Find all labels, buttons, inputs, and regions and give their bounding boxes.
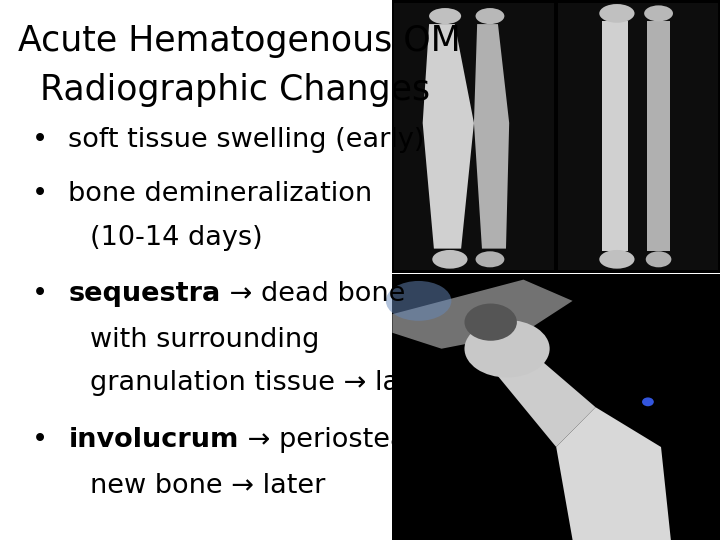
Ellipse shape [475,8,505,24]
Ellipse shape [644,5,673,22]
Ellipse shape [599,250,634,269]
Polygon shape [474,24,509,248]
Polygon shape [603,22,628,251]
Bar [557,3,718,270]
Bar [392,0,720,273]
Circle shape [642,397,654,406]
Text: → periosteal: → periosteal [239,427,414,453]
Ellipse shape [464,303,517,341]
Text: involucrum: involucrum [68,427,239,453]
Ellipse shape [475,251,505,267]
Ellipse shape [429,8,461,24]
Ellipse shape [464,320,549,377]
Polygon shape [423,24,474,248]
Text: •: • [32,281,48,307]
Text: with surrounding: with surrounding [90,327,320,353]
Text: new bone → later: new bone → later [90,473,325,499]
Ellipse shape [599,4,634,23]
Text: soft tissue swelling (early): soft tissue swelling (early) [68,127,425,153]
Bar [392,274,720,540]
Text: Acute Hematogenous OM: Acute Hematogenous OM [18,24,461,58]
Ellipse shape [432,250,467,269]
Ellipse shape [386,281,451,321]
Text: granulation tissue → later: granulation tissue → later [90,370,438,396]
Text: •: • [32,427,48,453]
Polygon shape [392,280,572,349]
Text: (10-14 days): (10-14 days) [90,225,263,251]
Text: Radiographic Changes: Radiographic Changes [18,73,430,107]
Text: bone demineralization: bone demineralization [68,181,372,207]
Text: •: • [32,127,48,153]
Polygon shape [491,359,595,447]
Text: → dead bone: → dead bone [220,281,405,307]
Polygon shape [647,22,670,251]
Bar [394,3,554,270]
Polygon shape [556,407,671,540]
Ellipse shape [646,251,671,267]
Text: sequestra: sequestra [68,281,220,307]
Text: •: • [32,181,48,207]
